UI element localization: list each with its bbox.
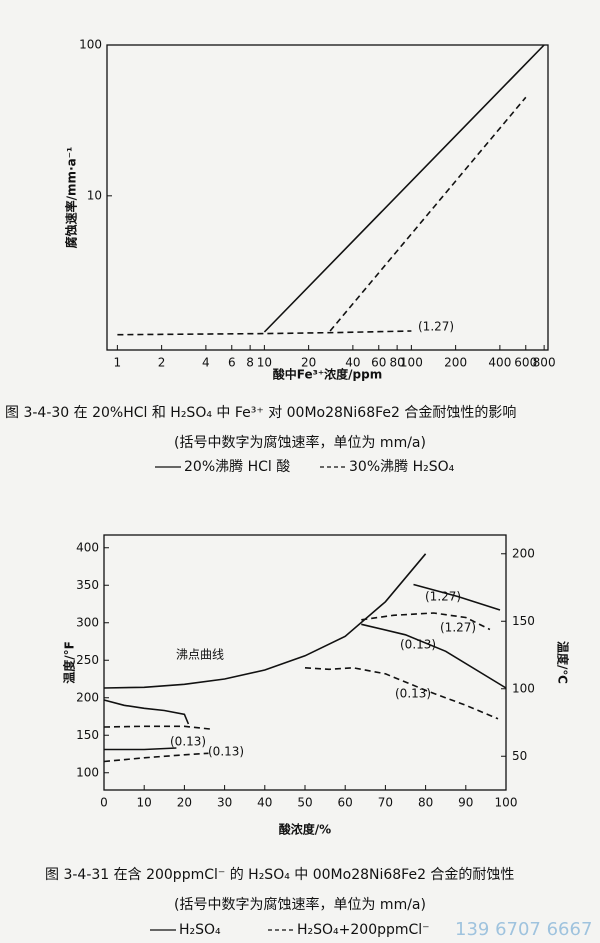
y2-tick-label: 200	[512, 546, 535, 560]
x-tick-label: 20	[177, 796, 192, 810]
legend-label: H₂SO₄+200ppmCl⁻	[297, 922, 430, 938]
annotation: (1.27)	[440, 621, 476, 635]
x-tick-label: 60	[371, 356, 386, 370]
x-tick-label: 10	[257, 356, 272, 370]
annotation: (0.13)	[170, 735, 206, 749]
y-tick-label: 150	[76, 728, 99, 742]
x-tick-label: 2	[158, 356, 166, 370]
series-line	[263, 44, 545, 333]
y-tick-label: 100	[79, 38, 102, 52]
x-tick-label: 100	[400, 356, 423, 370]
annotation: (0.13)	[395, 687, 431, 701]
series-line	[103, 612, 499, 763]
x-tick-label: 4	[202, 356, 210, 370]
x-tick-label: 8	[246, 356, 254, 370]
caption-note: (括号中数字为腐蚀速率，单位为 mm/a)	[174, 434, 426, 451]
x-tick-label: 90	[458, 796, 473, 810]
y-tick-label: 400	[76, 540, 99, 554]
series-line	[103, 583, 507, 751]
x-axis-title: 酸浓度/%	[279, 822, 331, 837]
y-tick-label: 300	[76, 615, 99, 629]
y-tick-label: 100	[76, 765, 99, 779]
x-tick-label: 100	[495, 796, 518, 810]
y2-tick-label: 150	[512, 614, 535, 628]
x-tick-label: 1	[114, 356, 122, 370]
x-tick-label: 40	[345, 356, 360, 370]
y2-axis-title: 温度/℃	[556, 641, 571, 684]
x-tick-label: 10	[137, 796, 152, 810]
y2-tick-label: 50	[512, 749, 527, 763]
legend-label: 20%沸腾 HCl 酸	[184, 458, 290, 475]
x-tick-label: 60	[338, 796, 353, 810]
annotation: (1.27)	[418, 320, 454, 334]
x-axis-title: 酸中Fe³⁺浓度/ppm	[273, 367, 383, 382]
x-tick-label: 800	[533, 356, 556, 370]
x-tick-label: 0	[100, 796, 108, 810]
y-tick-label: 10	[87, 188, 102, 202]
watermark: 139 6707 6667	[455, 919, 592, 940]
legend-label: H₂SO₄	[179, 922, 221, 938]
plot-frame	[103, 534, 507, 791]
x-tick-label: 400	[488, 356, 511, 370]
y-axis-title: 温度/°F	[62, 641, 77, 684]
x-tick-label: 50	[297, 796, 312, 810]
annotation: (1.27)	[425, 590, 461, 604]
series-line	[103, 553, 427, 689]
y-axis-title: 腐蚀速率/mm·a⁻¹	[64, 147, 79, 249]
x-tick-label: 80	[389, 356, 404, 370]
x-tick-label: 30	[217, 796, 232, 810]
x-tick-label: 40	[257, 796, 272, 810]
series-line	[117, 96, 527, 336]
caption: 图 3-4-30 在 20%HCl 和 H₂SO₄ 中 Fe³⁺ 对 00Mo2…	[5, 405, 516, 421]
curve-label: 沸点曲线	[176, 648, 224, 662]
plot-frame	[106, 44, 549, 351]
x-tick-label: 200	[444, 356, 467, 370]
y-tick-label: 250	[76, 653, 99, 667]
x-tick-label: 70	[378, 796, 393, 810]
annotation: (0.13)	[208, 745, 244, 759]
caption-note: (括号中数字为腐蚀速率，单位为 mm/a)	[174, 896, 426, 913]
x-tick-label: 80	[418, 796, 433, 810]
y-tick-label: 200	[76, 690, 99, 704]
annotation: (0.13)	[400, 638, 436, 652]
y2-tick-label: 100	[512, 681, 535, 695]
legend-label: 30%沸腾 H₂SO₄	[349, 458, 455, 475]
x-tick-label: 600	[514, 356, 537, 370]
caption: 图 3-4-31 在含 200ppmCl⁻ 的 H₂SO₄ 中 00Mo28Ni…	[45, 867, 514, 883]
x-tick-label: 20	[301, 356, 316, 370]
y-tick-label: 350	[76, 578, 99, 592]
x-tick-label: 6	[228, 356, 236, 370]
